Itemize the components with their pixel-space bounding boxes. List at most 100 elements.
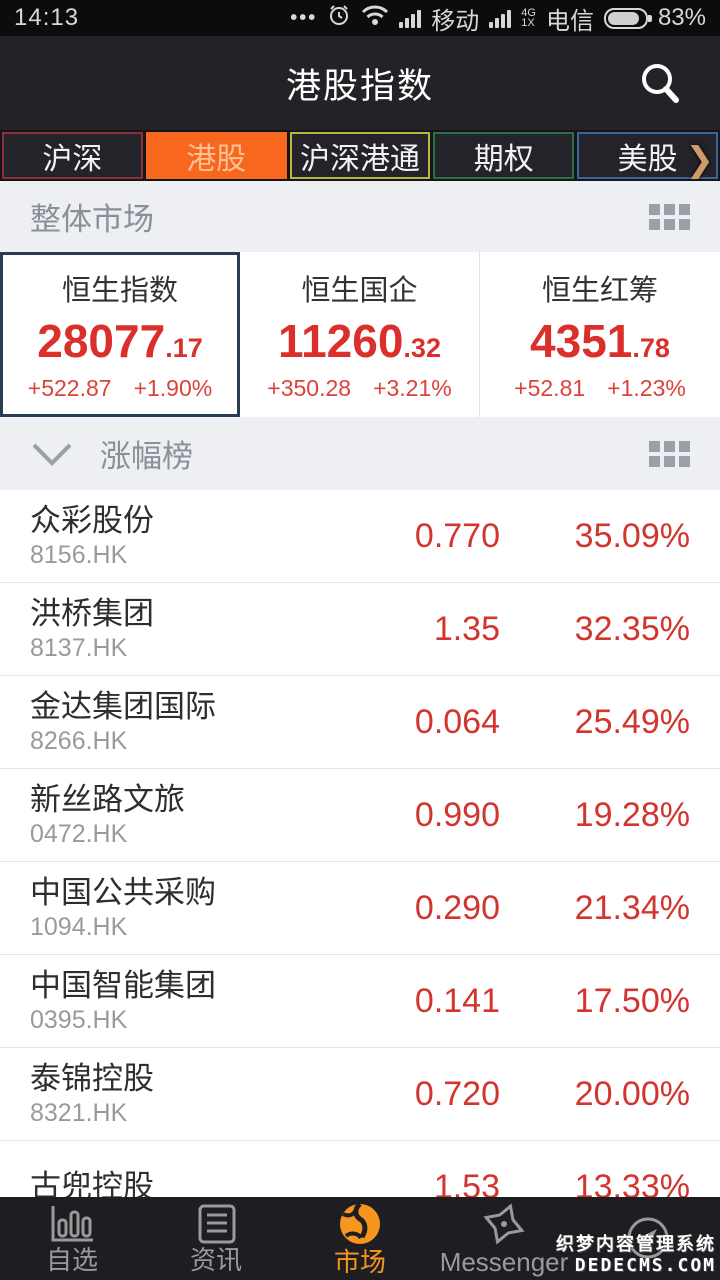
nav-item-news[interactable]: 资讯 [144,1197,288,1280]
stock-code: 8137.HK [30,634,128,662]
page-title: 港股指数 [285,66,434,106]
compass-icon [627,1217,669,1258]
tab-label: 期权 [473,142,534,176]
gainers-section-header: 涨幅榜 [0,417,720,490]
search-button[interactable] [630,53,690,113]
battery-percent: 83% [657,4,706,31]
stock-name: 泰锦控股 [30,1061,154,1096]
stock-code: 0472.HK [30,820,128,848]
network-type-badge: 4G 1X [521,7,536,29]
index-name: 恒生指数 [61,274,178,307]
stock-change-percent: 19.28% [574,795,690,834]
stock-change-percent: 35.09% [574,516,690,555]
stock-name: 金达集团国际 [30,689,216,724]
stock-price: 0.720 [414,1074,500,1113]
title-bar: 港股指数 [0,36,720,130]
stock-name: 洪桥集团 [30,596,154,631]
nav-label: 自选 [45,1244,98,1275]
table-row[interactable]: 新丝路文旅 0472.HK 0.990 19.28% [0,769,720,862]
stock-code: 0395.HK [30,1006,128,1034]
search-icon [642,64,679,103]
nav-item-watchlist[interactable]: 自选 [0,1197,144,1280]
stock-price: 0.064 [414,702,500,741]
stock-change-percent: 17.50% [574,981,690,1020]
index-change: +350.28 +3.21% [267,375,452,402]
stock-name: 古兜控股 [30,1169,154,1197]
table-row[interactable]: 泰锦控股 8321.HK 0.720 20.00% [0,1048,720,1141]
stock-change-percent: 25.49% [574,702,690,741]
market-tab-bar: 沪深 港股 沪深港通 期权 美股 ❯ [0,130,720,181]
bar-chart-icon [51,1205,93,1241]
clock-time: 14:13 [14,4,80,31]
stock-name: 新丝路文旅 [30,782,185,817]
globe-icon [340,1201,380,1244]
stock-name: 众彩股份 [30,503,154,538]
table-row[interactable]: 古兜控股 1.53 13.33% [0,1141,720,1197]
tab-label: 沪深港通 [299,142,420,176]
stock-code: 8266.HK [30,727,128,755]
tab-label: 沪深 [42,142,103,176]
shuriken-icon [483,1202,525,1245]
signal-bars-icon [399,8,422,28]
stock-price: 0.141 [414,981,500,1020]
index-name: 恒生红筹 [541,274,658,307]
stock-price: 0.290 [414,888,500,927]
notification-dots-icon: ••• [290,6,318,29]
bottom-nav-bar: 自选 资讯 市场 Messenger [0,1197,720,1280]
wifi-icon [361,4,389,33]
nav-label: 资讯 [189,1244,242,1275]
nav-item-market[interactable]: 市场 [288,1197,432,1280]
overview-section-title: 整体市场 [30,202,154,237]
index-change: +52.81 +1.23% [514,375,686,402]
tab-hushen[interactable]: 沪深 [2,132,143,179]
stock-price: 1.53 [433,1167,500,1198]
index-card-hscci[interactable]: 恒生红筹 4351.78 +52.81 +1.23% [480,252,720,417]
overview-section-header: 整体市场 [0,181,720,252]
tab-hushen-gangtong[interactable]: 沪深港通 [289,132,431,179]
index-card-hscei[interactable]: 恒生国企 11260.32 +350.28 +3.21% [240,252,480,417]
table-row[interactable]: 中国公共采购 1094.HK 0.290 21.34% [0,862,720,955]
news-icon [198,1204,236,1243]
index-value: 11260.32 [278,314,441,367]
stock-change-percent: 13.33% [574,1167,690,1198]
index-name: 恒生国企 [301,274,418,307]
table-row[interactable]: 众彩股份 8156.HK 0.770 35.09% [0,490,720,583]
alarm-clock-icon [327,3,351,34]
battery-icon [603,7,652,29]
table-row[interactable]: 洪桥集团 8137.HK 1.35 32.35% [0,583,720,676]
nav-item-discover[interactable] [576,1197,720,1280]
signal-bars-2-icon [489,8,512,28]
gainers-list: 众彩股份 8156.HK 0.770 35.09% 洪桥集团 8137.HK 1.3… [0,490,720,1197]
table-row[interactable]: 中国智能集团 0395.HK 0.141 17.50% [0,955,720,1048]
stock-change-percent: 20.00% [574,1074,690,1113]
tab-qiquan[interactable]: 期权 [433,132,575,179]
tab-ganggu[interactable]: 港股 [145,132,287,179]
stock-price: 0.770 [414,516,500,555]
watermark: 织梦内容管理系统 DEDECMS.COM [556,1234,716,1276]
chevron-down-icon [32,443,72,466]
stock-code: 1094.HK [30,913,128,941]
tab-meigu[interactable]: 美股 [577,132,718,179]
nav-item-messenger[interactable]: Messenger [432,1197,576,1280]
stock-code: 8321.HK [30,1099,128,1127]
grid-view-icon[interactable] [649,440,690,467]
index-cards: 恒生指数 28077.17 +522.87 +1.90% 恒生国企 11260.3… [0,252,720,417]
table-row[interactable]: 金达集团国际 8266.HK 0.064 25.49% [0,676,720,769]
index-card-hsi[interactable]: 恒生指数 28077.17 +522.87 +1.90% [0,252,240,417]
stock-name: 中国公共采购 [30,875,216,910]
stock-code: 8156.HK [30,541,128,569]
stock-change-percent: 32.35% [574,609,690,648]
carrier-name-2: 电信 [545,7,594,35]
collapse-button[interactable] [30,441,74,467]
stock-price: 0.990 [414,795,500,834]
tab-label: 美股 [617,142,678,176]
stock-price: 1.35 [433,609,500,648]
index-value: 28077.17 [37,314,203,367]
index-value: 4351.78 [530,314,670,367]
tabs-more-chevron-icon[interactable]: ❯ [685,141,715,179]
nav-label: Messenger [439,1246,569,1277]
carrier-name: 移动 [431,7,480,35]
grid-view-icon[interactable] [649,203,690,230]
stock-change-percent: 21.34% [574,888,690,927]
